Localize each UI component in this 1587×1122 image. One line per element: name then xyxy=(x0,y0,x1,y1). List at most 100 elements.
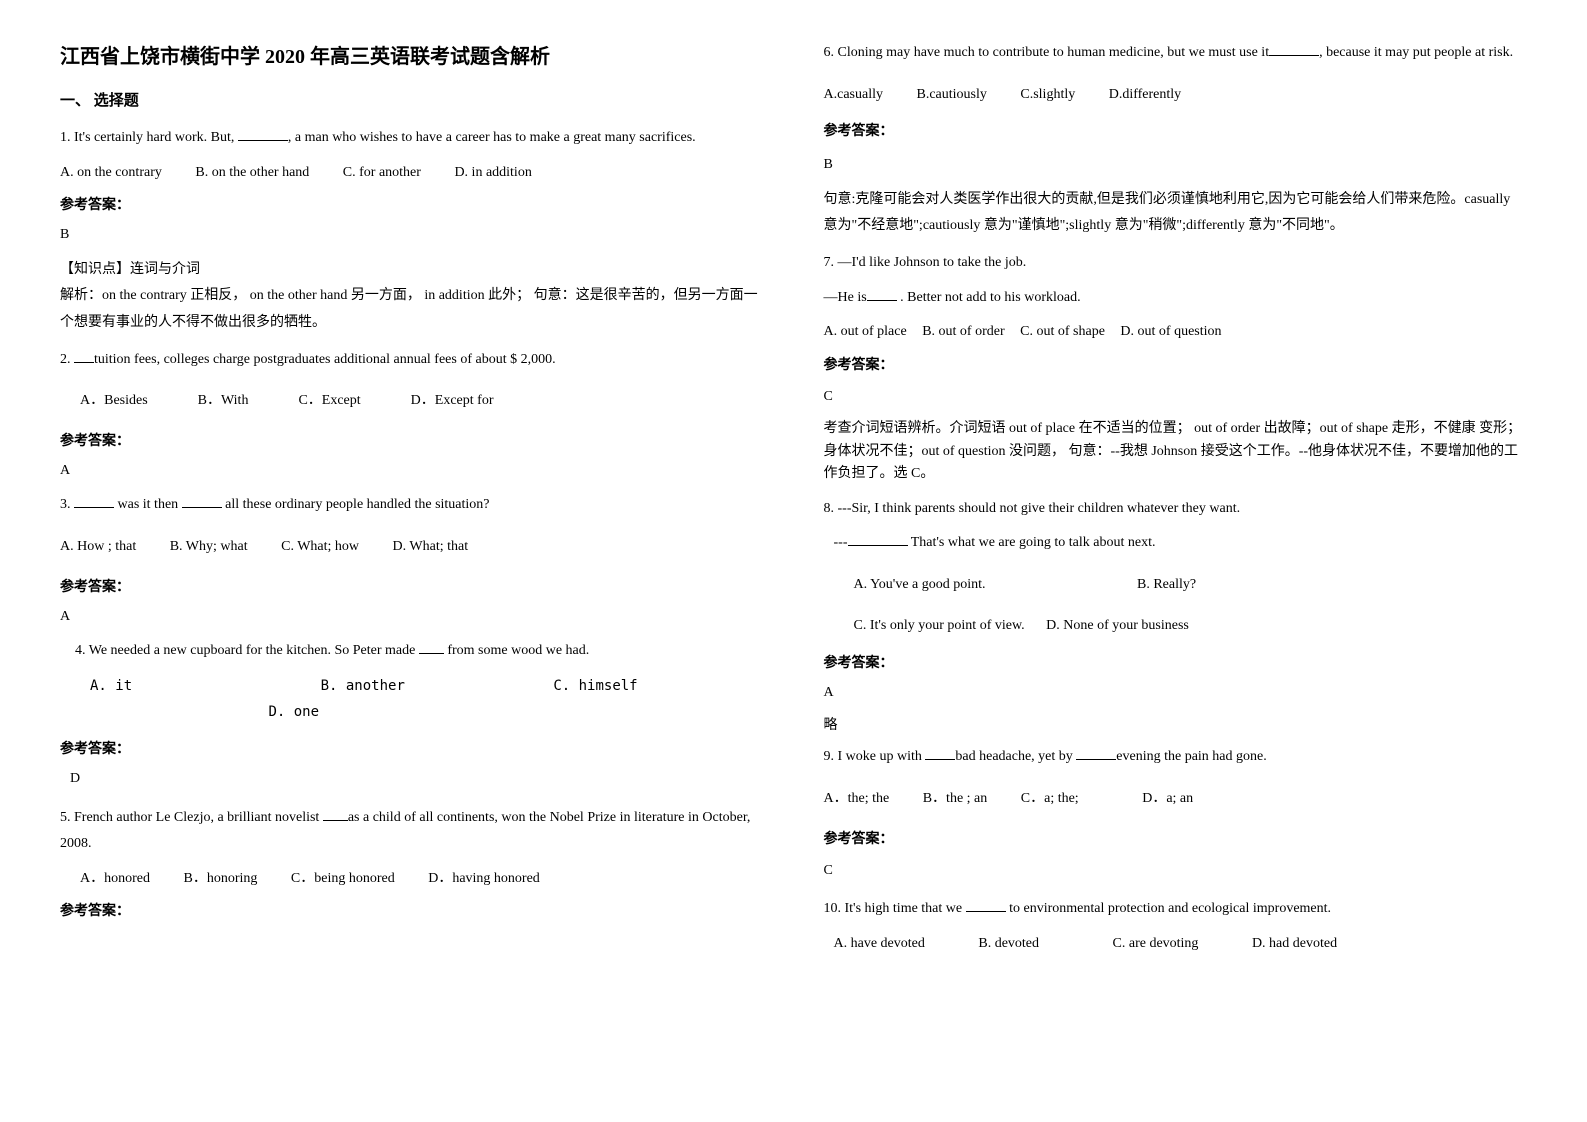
answer-label: 参考答案： xyxy=(824,120,1528,140)
question-5: 5. French author Le Clezjo, a brilliant … xyxy=(60,805,764,858)
q2-opt-a: A．Besides xyxy=(80,388,148,415)
q2-opt-d: D．Except for xyxy=(411,388,494,415)
q4-opt-d: D. one xyxy=(268,704,319,720)
answer-label: 参考答案： xyxy=(60,738,764,758)
q1-analysis-text: on the contrary 正相反， on the other hand 另… xyxy=(60,288,758,330)
q9-opt-b: B．the ; an xyxy=(923,791,988,806)
q2-answer: A xyxy=(60,458,764,485)
answer-label: 参考答案： xyxy=(60,194,764,214)
q8-opt-b: B. Really? xyxy=(1137,577,1196,592)
blank-icon xyxy=(966,898,1006,912)
question-6: 6. Cloning may have much to contribute t… xyxy=(824,40,1528,67)
q6-text-pre: 6. Cloning may have much to contribute t… xyxy=(824,45,1270,60)
q2-options: A．Besides B．With C．Except D．Except for xyxy=(80,388,764,415)
question-8-line2: --- That's what we are going to talk abo… xyxy=(834,530,1528,557)
section-header: 一、 选择题 xyxy=(60,89,764,110)
blank-icon xyxy=(848,532,908,546)
blank-icon xyxy=(182,494,222,508)
q2-text-pre: 2. xyxy=(60,352,74,367)
q1-opt-d: D. in addition xyxy=(454,165,531,180)
q3-options: A. How ; that B. Why; what C. What; how … xyxy=(60,534,764,561)
question-4: 4. We needed a new cupboard for the kitc… xyxy=(75,638,764,665)
q7-answer: C xyxy=(824,384,1528,411)
q9-text-post: evening the pain had gone. xyxy=(1116,749,1266,764)
q9-opt-c: C．a; the; xyxy=(1021,791,1079,806)
q6-opt-c: C.slightly xyxy=(1020,87,1075,102)
q4-text-pre: 4. We needed a new cupboard for the kitc… xyxy=(75,643,419,658)
q7-opt-c: C. out of shape xyxy=(1020,324,1105,339)
q3-opt-a: A. How ; that xyxy=(60,539,136,554)
q5-text-pre: 5. French author Le Clezjo, a brilliant … xyxy=(60,810,323,825)
answer-label: 参考答案： xyxy=(60,900,764,920)
q4-opt-c: C. himself xyxy=(553,678,637,694)
knowledge-label: 【知识点】连词与介词 xyxy=(60,257,764,284)
q7-opt-d: D. out of question xyxy=(1120,324,1221,339)
blank-icon xyxy=(419,640,444,654)
question-7-line2: —He is . Better not add to his workload. xyxy=(824,285,1528,312)
question-1: 1. It's certainly hard work. But, , a ma… xyxy=(60,125,764,152)
blank-icon xyxy=(74,494,114,508)
blank-icon xyxy=(867,287,897,301)
q4-opt-b: B. another xyxy=(321,678,405,694)
q6-opt-a: A.casually xyxy=(824,87,883,102)
q10-text-pre: 10. It's high time that we xyxy=(824,901,966,916)
q8-opt-d: D. None of your business xyxy=(1046,618,1189,633)
q1-opt-c: C. for another xyxy=(343,165,421,180)
q1-text-pre: 1. It's certainly hard work. But, xyxy=(60,130,238,145)
q9-answer: C xyxy=(824,858,1528,885)
q6-opt-d: D.differently xyxy=(1109,87,1181,102)
answer-label: 参考答案： xyxy=(824,354,1528,374)
q5-opt-c: C．being honored xyxy=(291,871,395,886)
q5-options: A．honored B．honoring C．being honored D．h… xyxy=(80,866,764,893)
q9-opt-d: D．a; an xyxy=(1142,791,1193,806)
q4-opt-a: A. it xyxy=(90,678,132,694)
question-2: 2. tuition fees, colleges charge postgra… xyxy=(60,347,764,374)
q6-answer: B xyxy=(824,152,1528,179)
q10-opt-c: C. are devoting xyxy=(1113,936,1199,951)
q8-opt-a: A. You've a good point. xyxy=(854,572,1134,599)
question-7-line1: 7. —I'd like Johnson to take the job. xyxy=(824,250,1528,277)
blank-icon xyxy=(1269,42,1319,56)
q3-text-pre: 3. xyxy=(60,497,74,512)
q10-text-post: to environmental protection and ecologic… xyxy=(1006,901,1331,916)
q3-opt-c: C. What; how xyxy=(281,539,359,554)
answer-label: 参考答案： xyxy=(824,652,1528,672)
question-10: 10. It's high time that we to environmen… xyxy=(824,896,1528,923)
blank-icon xyxy=(1076,746,1116,760)
blank-icon xyxy=(238,127,288,141)
blank-icon xyxy=(74,349,94,363)
q3-text-post: all these ordinary people handled the si… xyxy=(222,497,490,512)
question-3: 3. was it then all these ordinary people… xyxy=(60,492,764,519)
page-container: 江西省上饶市横街中学 2020 年高三英语联考试题含解析 一、 选择题 1. I… xyxy=(60,40,1527,957)
q8-options-row2: C. It's only your point of view. D. None… xyxy=(854,613,1528,640)
q8-line2-pre: --- xyxy=(834,535,848,550)
q8-opt-c: C. It's only your point of view. xyxy=(854,618,1025,633)
q1-analysis: 解析：on the contrary 正相反， on the other han… xyxy=(60,283,764,336)
q4-options: A. it B. another C. himself D. one xyxy=(60,673,764,726)
page-title: 江西省上饶市横街中学 2020 年高三英语联考试题含解析 xyxy=(60,40,764,69)
q1-answer: B xyxy=(60,222,764,249)
question-8-line1: 8. ---Sir, I think parents should not gi… xyxy=(824,496,1528,523)
q6-text-post: , because it may put people at risk. xyxy=(1319,45,1513,60)
q2-text-post: tuition fees, colleges charge postgradua… xyxy=(94,352,556,367)
q1-options: A. on the contrary B. on the other hand … xyxy=(60,160,764,187)
q1-opt-b: B. on the other hand xyxy=(195,165,309,180)
q4-text-post: from some wood we had. xyxy=(444,643,589,658)
q10-opt-d: D. had devoted xyxy=(1252,936,1337,951)
q3-opt-d: D. What; that xyxy=(393,539,469,554)
q10-opt-a: A. have devoted xyxy=(834,936,925,951)
q5-opt-d: D．having honored xyxy=(428,871,540,886)
blank-icon xyxy=(323,807,348,821)
q7-options: A. out of place B. out of order C. out o… xyxy=(824,319,1528,346)
q9-text-mid: bad headache, yet by xyxy=(955,749,1076,764)
answer-label: 参考答案： xyxy=(60,430,764,450)
q10-options: A. have devoted B. devoted C. are devoti… xyxy=(834,931,1528,958)
q7-opt-a: A. out of place xyxy=(824,324,907,339)
right-column: 6. Cloning may have much to contribute t… xyxy=(824,40,1528,957)
q5-opt-b: B．honoring xyxy=(184,871,258,886)
q9-options: A．the; the B．the ; an C．a; the; D．a; an xyxy=(824,786,1528,813)
q1-opt-a: A. on the contrary xyxy=(60,165,162,180)
q8-answer: A xyxy=(824,680,1528,707)
q3-answer: A xyxy=(60,604,764,631)
blank-icon xyxy=(925,746,955,760)
